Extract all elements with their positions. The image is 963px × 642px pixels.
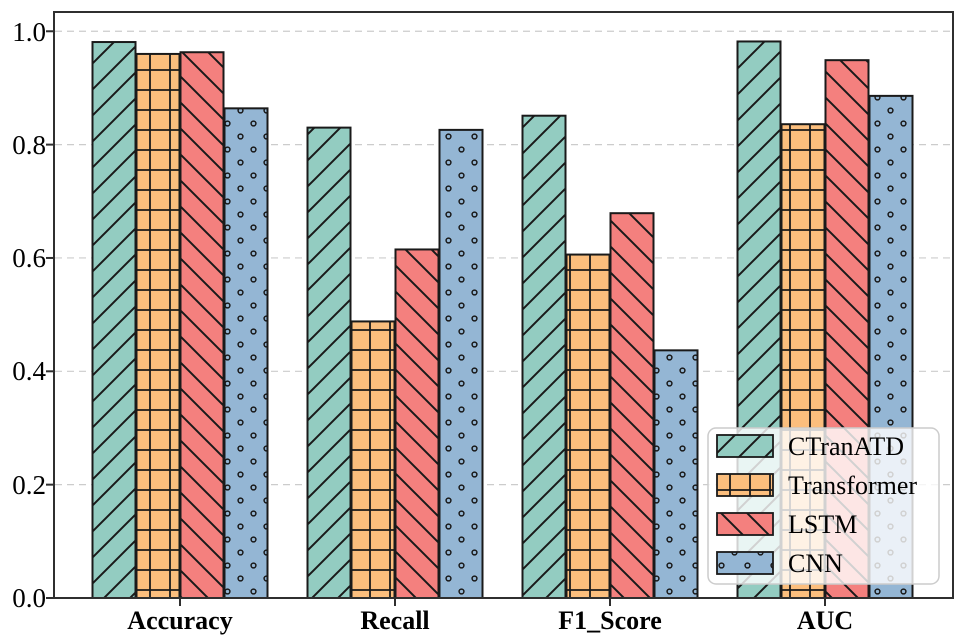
bar-CNN-F1_Score xyxy=(653,349,699,600)
ytick-0.2: 0.2 xyxy=(12,470,46,500)
legend-label-lstm: LSTM xyxy=(788,510,857,539)
legend-item: LSTM xyxy=(716,510,857,539)
bar-Transformer-Recall xyxy=(350,320,396,599)
ytick-0.0: 0.0 xyxy=(12,583,46,613)
legend-swatch-cnn xyxy=(716,551,774,575)
ytick-0.4: 0.4 xyxy=(12,356,46,386)
bar-Transformer-F1_Score xyxy=(565,253,611,599)
legend-box xyxy=(707,427,940,585)
xlabel-auc: AUC xyxy=(797,606,853,635)
legend-item: Transformer xyxy=(716,471,917,500)
legend-item: CNN xyxy=(716,549,843,578)
xlabel-accuracy: Accuracy xyxy=(127,606,232,635)
bar-LSTM-Recall xyxy=(394,248,440,599)
legend-item: CTranATD xyxy=(716,432,904,461)
ytick-0.8: 0.8 xyxy=(12,130,46,160)
bar-CTranATD-Accuracy xyxy=(91,41,137,600)
legend: CTranATD Transformer LSTM CNN xyxy=(707,427,940,585)
xlabel-f1score: F1_Score xyxy=(558,606,662,635)
bar-LSTM-F1_Score xyxy=(609,212,655,600)
ytick-1.0: 1.0 xyxy=(12,17,46,47)
xlabel-recall: Recall xyxy=(360,606,429,635)
y-axis-labels: 0.0 0.2 0.4 0.6 0.8 1.0 xyxy=(12,17,46,613)
legend-label-ctranatd: CTranATD xyxy=(788,432,904,461)
bar-CNN-Accuracy xyxy=(223,107,269,599)
bars xyxy=(91,40,914,600)
axis-ticks xyxy=(46,30,826,606)
legend-swatch-transformer xyxy=(716,473,774,497)
legend-label-transformer: Transformer xyxy=(788,471,917,500)
bar-CNN-Recall xyxy=(438,128,484,600)
legend-swatch-lstm xyxy=(716,512,774,536)
bar-LSTM-Accuracy xyxy=(179,51,225,599)
legend-label-cnn: CNN xyxy=(788,549,843,578)
bar-CTranATD-F1_Score xyxy=(521,114,567,600)
legend-swatch-ctranatd xyxy=(716,434,774,458)
ytick-0.6: 0.6 xyxy=(12,243,46,273)
x-axis-labels: Accuracy Recall F1_Score AUC xyxy=(127,606,853,635)
plot-frame xyxy=(53,11,954,599)
bar-Transformer-Accuracy xyxy=(135,52,181,599)
bar-CTranATD-Recall xyxy=(306,126,352,599)
